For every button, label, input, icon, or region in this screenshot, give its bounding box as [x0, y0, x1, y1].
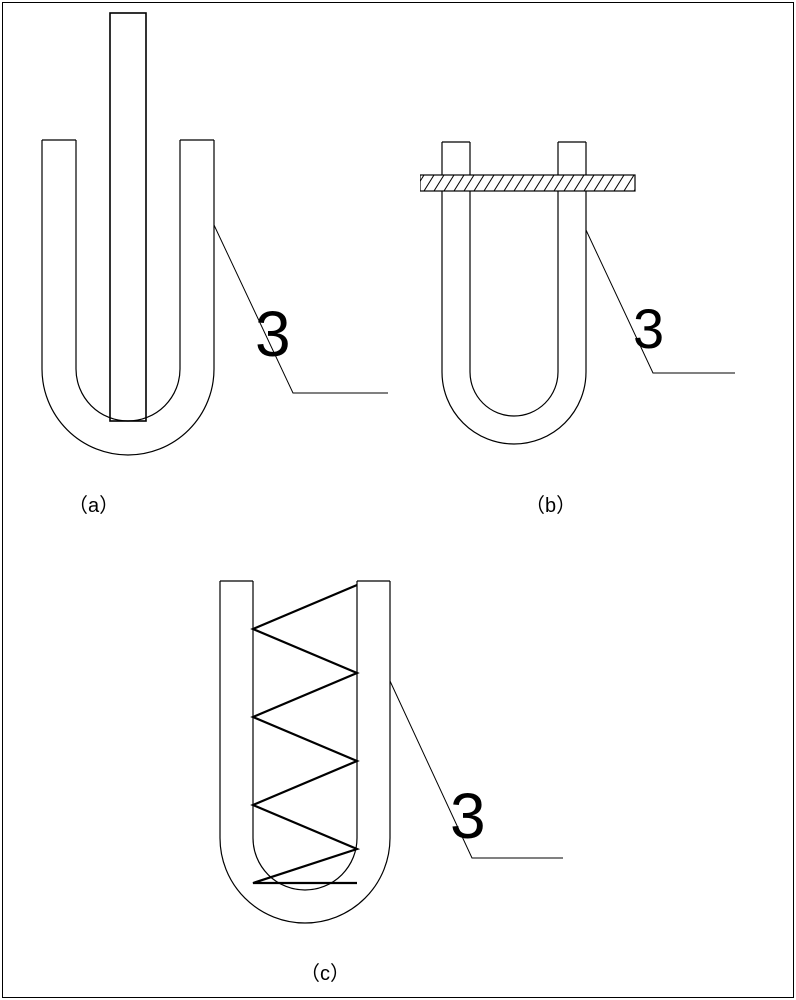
subfig-a-svg: [30, 5, 390, 475]
leader-label-a: 3: [255, 297, 289, 371]
inner-bar: [110, 13, 146, 421]
zigzag-spring: [253, 585, 357, 883]
u-tube-outer: [220, 581, 390, 923]
subfig-a-label: （a）: [68, 489, 119, 518]
subfig-b-svg: [420, 130, 780, 480]
u-tube-inner: [76, 140, 180, 421]
hatched-bar: [420, 175, 644, 191]
subfig-b: [420, 130, 780, 480]
leader-line: [214, 225, 388, 393]
leader-label-b: 3: [633, 296, 662, 361]
u-tube-outer: [42, 140, 214, 455]
leader-label-c: 3: [450, 779, 484, 853]
subfig-a: [30, 5, 390, 475]
subfig-c-label: （c）: [300, 957, 350, 986]
subfig-c-svg: [200, 575, 570, 945]
subfig-b-label: （b）: [525, 489, 576, 518]
subfig-c: [200, 575, 570, 945]
u-tube-inner: [253, 581, 357, 890]
